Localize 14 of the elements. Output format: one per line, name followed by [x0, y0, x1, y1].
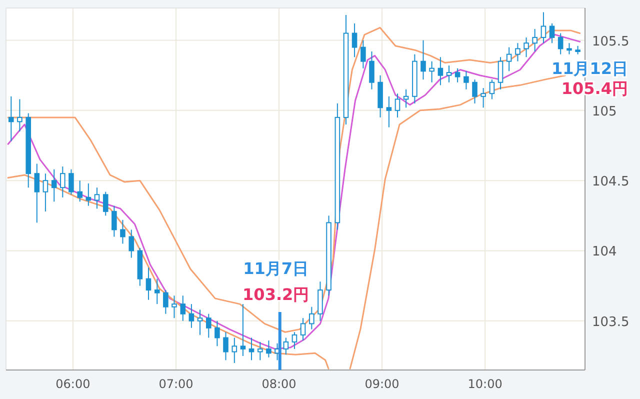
y-tick-label: 105.5: [592, 34, 630, 50]
x-tick-label: 09:00: [364, 377, 400, 391]
x-tick-label: 08:00: [262, 377, 296, 391]
y-tick-label: 103.5: [592, 314, 630, 330]
x-tick-label: 06:00: [56, 377, 90, 391]
x-tick-label: 07:00: [158, 377, 194, 391]
annotation: 11月7日: [243, 259, 309, 278]
annotation: 105.4円: [561, 79, 628, 98]
y-tick-label: 104: [592, 244, 617, 260]
annotation: 11月12日: [551, 59, 628, 78]
y-tick-label: 104.5: [592, 174, 630, 190]
x-tick-label: 10:00: [468, 377, 502, 391]
annotation: 103.2円: [242, 285, 310, 304]
y-tick-label: 105: [592, 104, 617, 120]
